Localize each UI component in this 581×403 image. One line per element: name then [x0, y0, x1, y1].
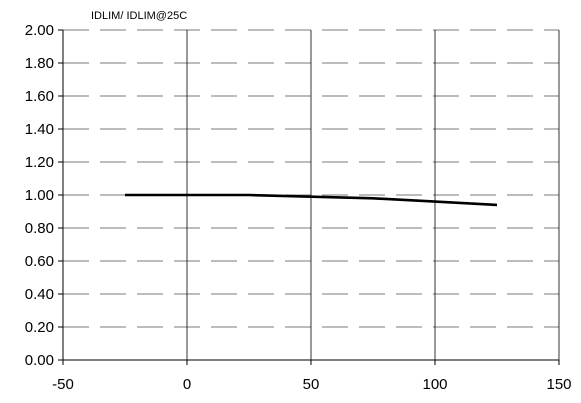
- y-tick-label: 2.00: [25, 22, 54, 39]
- y-tick-label: 0.40: [25, 286, 54, 303]
- y-tick-label: 1.20: [25, 154, 54, 171]
- series-line: [125, 193, 498, 207]
- series-group: [125, 193, 498, 207]
- chart-title: IDLIM/ IDLIM@25C: [91, 10, 187, 22]
- y-tick-label: 0.00: [25, 352, 54, 369]
- y-tick-label: 1.40: [25, 121, 54, 138]
- y-tick-label: 1.80: [25, 55, 54, 72]
- y-tick-label: 1.60: [25, 88, 54, 105]
- x-tick-label: -50: [52, 376, 74, 393]
- grid: [63, 29, 560, 360]
- y-tick-label: 0.20: [25, 319, 54, 336]
- x-tick-label: 150: [546, 376, 571, 393]
- x-tick-label: 50: [303, 376, 320, 393]
- ticks: 0.00 0.20 0.40 0.60 0.80 1.00 1.20 1.40 1.60 1.80…: [25, 22, 572, 393]
- y-tick-label: 0.60: [25, 253, 54, 270]
- y-tick-label: 0.80: [25, 220, 54, 237]
- x-tick-label: 0: [183, 376, 191, 393]
- y-tick-label: 1.00: [25, 187, 54, 204]
- x-tick-label: 100: [422, 376, 447, 393]
